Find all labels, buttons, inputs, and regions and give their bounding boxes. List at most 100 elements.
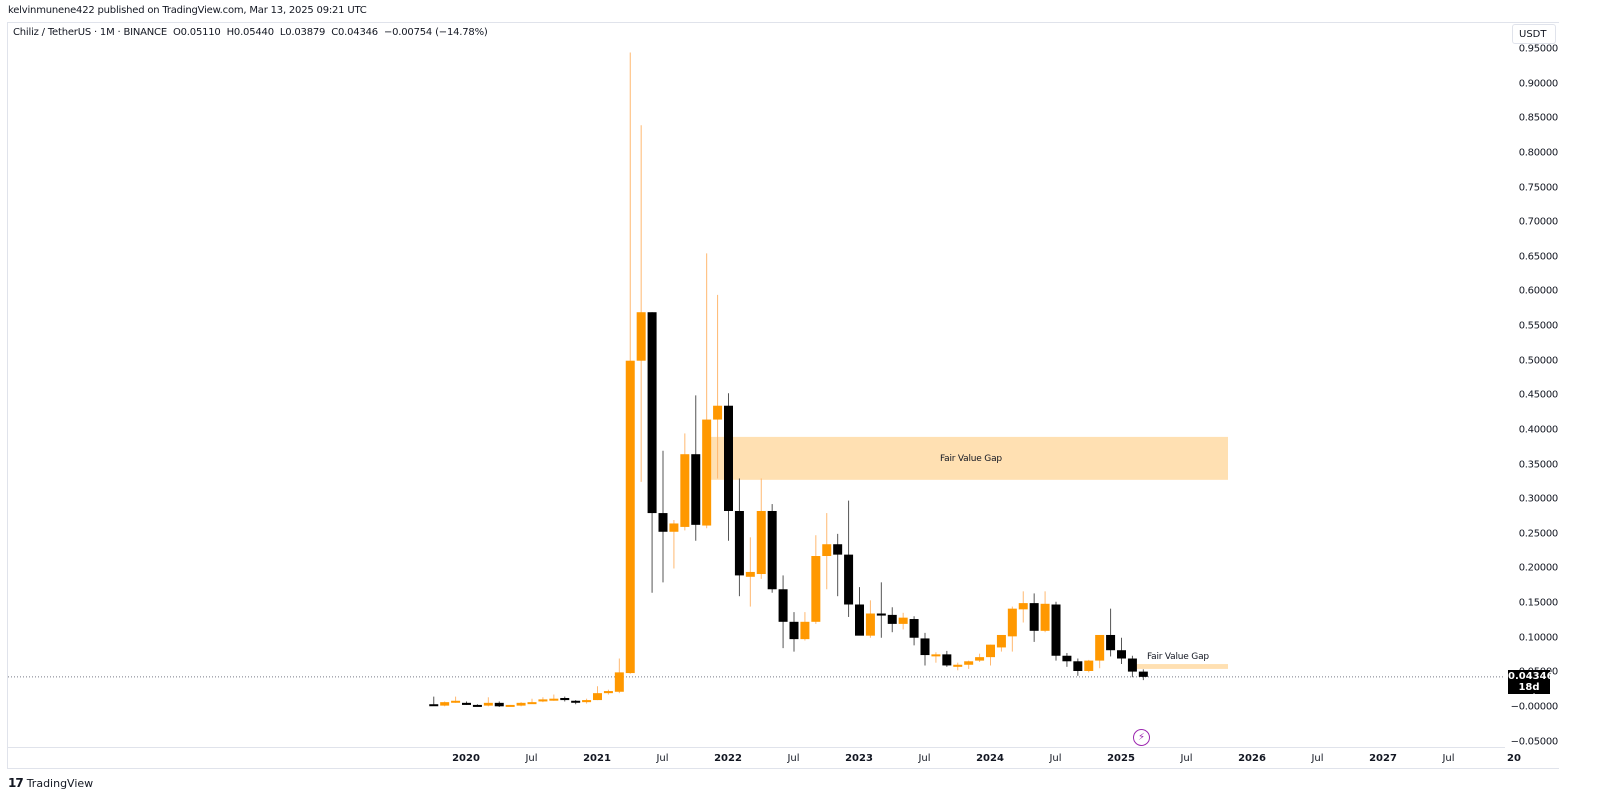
price-tick: 0.70000 <box>1518 216 1559 228</box>
candle <box>778 575 788 649</box>
currency-button[interactable]: USDT <box>1512 24 1556 44</box>
time-tick: Jul <box>1180 753 1193 764</box>
candle <box>1117 637 1126 665</box>
candle <box>855 587 864 636</box>
candle <box>614 658 624 694</box>
price-tick: 0.25000 <box>1518 528 1559 540</box>
candle <box>462 701 471 705</box>
time-tick: Jul <box>525 753 538 764</box>
symbol-legend: Chiliz / TetherUS · 1M · BINANCE O0.05110… <box>13 27 494 38</box>
fvg-large-label: Fair Value Gap <box>940 454 1002 464</box>
price-scale[interactable]: 0.95000 0.90000 0.85000 0.80000 0.75000 0.700… <box>1505 22 1560 748</box>
candle <box>724 393 733 541</box>
candle <box>1051 601 1061 661</box>
time-scale[interactable]: 2020 Jul 2021 Jul 2022 Jul 2023 Jul 2024 Jul 2025 J… <box>8 747 1521 769</box>
fvg-small-label: Fair Value Gap <box>1147 652 1209 662</box>
price-tick: 0.80000 <box>1518 147 1559 159</box>
candle <box>440 701 450 707</box>
fvg-large-zone[interactable] <box>707 436 1228 480</box>
candle <box>582 698 592 704</box>
candle <box>1138 669 1148 681</box>
candle <box>603 689 613 695</box>
candle <box>516 702 526 707</box>
candle <box>767 504 777 593</box>
ohlc-close: C0.04346 <box>331 27 378 38</box>
price-tick: −0.05000 <box>1510 736 1559 748</box>
candle <box>811 535 821 624</box>
candle <box>876 582 886 638</box>
candle <box>931 652 941 663</box>
price-tick: 0.50000 <box>1518 355 1559 367</box>
time-tick: Jul <box>918 753 931 764</box>
time-tick: 2026 <box>1238 753 1266 764</box>
ohlc-high: H0.05440 <box>226 27 274 38</box>
candle <box>549 694 559 701</box>
candle <box>560 696 570 702</box>
candle <box>942 650 952 667</box>
price-tick: 0.30000 <box>1518 493 1559 505</box>
candle <box>953 662 963 671</box>
price-tick: 0.95000 <box>1518 43 1559 55</box>
tradingview-mark-icon: 17 <box>8 776 24 790</box>
candle <box>702 253 712 529</box>
lightning-icon[interactable]: ⚡︎ <box>1133 729 1150 746</box>
candle <box>1040 591 1050 633</box>
candle <box>865 600 875 638</box>
candle <box>844 500 854 617</box>
candle <box>1127 655 1137 678</box>
price-tick: 0.75000 <box>1518 182 1559 194</box>
time-tick: Jul <box>1049 753 1062 764</box>
candle <box>1007 606 1017 652</box>
candle <box>527 698 537 705</box>
price-tick: 0.40000 <box>1518 424 1559 436</box>
time-tick: Jul <box>656 753 669 764</box>
price-tick: 0.65000 <box>1518 251 1559 263</box>
candle <box>789 612 799 652</box>
price-tick: 0.20000 <box>1518 562 1559 574</box>
time-tick: 2025 <box>1107 753 1135 764</box>
time-tick: 2024 <box>976 753 1004 764</box>
candle <box>625 52 635 674</box>
last-price-label: 0.04346 18d 15h <box>1508 670 1554 704</box>
candle <box>680 433 690 531</box>
candle <box>800 612 810 641</box>
candle <box>964 660 974 669</box>
candle <box>658 450 668 583</box>
candle <box>756 478 766 579</box>
candle <box>593 686 602 701</box>
candle <box>571 700 581 705</box>
candle <box>920 632 930 666</box>
ohlc-change: −0.00754 (−14.78%) <box>383 27 488 38</box>
time-tick: Jul <box>1442 753 1455 764</box>
time-tick: Jul <box>1311 753 1324 764</box>
candle <box>1018 591 1028 623</box>
candle <box>1073 658 1083 676</box>
tradingview-logo[interactable]: 17 TradingView <box>8 776 93 790</box>
candle <box>898 612 908 630</box>
ohlc-low: L0.03879 <box>279 27 326 38</box>
candle <box>986 644 995 666</box>
price-tick: 0.45000 <box>1518 389 1559 401</box>
candle <box>483 697 493 707</box>
candle <box>472 704 482 707</box>
fvg-small-zone[interactable] <box>1131 664 1228 669</box>
time-tick: 2023 <box>845 753 873 764</box>
candle <box>538 697 548 703</box>
candle <box>1062 652 1072 667</box>
candle <box>713 294 723 479</box>
candle <box>691 395 701 541</box>
time-tick: 2022 <box>714 753 742 764</box>
candle <box>647 312 657 593</box>
candle <box>822 513 832 590</box>
candle <box>505 704 515 707</box>
tradingview-brand: TradingView <box>26 776 94 790</box>
candle <box>1106 608 1116 657</box>
candle <box>887 607 897 633</box>
symbol-title[interactable]: Chiliz / TetherUS · 1M · BINANCE <box>13 27 167 38</box>
candle <box>996 634 1006 652</box>
candle <box>636 125 646 482</box>
candle <box>429 696 439 707</box>
candle <box>669 519 679 569</box>
candle <box>833 533 843 597</box>
